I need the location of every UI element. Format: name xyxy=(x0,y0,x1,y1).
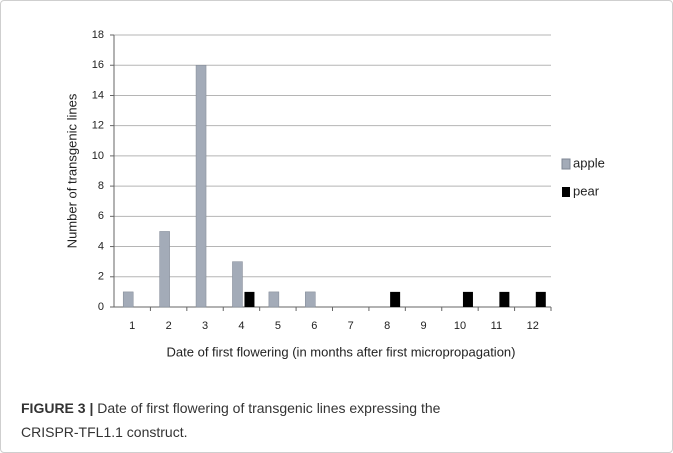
legend-swatch xyxy=(562,187,570,197)
legend-label: apple xyxy=(573,155,605,170)
bar xyxy=(305,291,316,308)
x-tick-label: 12 xyxy=(527,320,539,332)
x-tick-label: 11 xyxy=(491,320,502,332)
x-axis-label: Date of first flowering (in months after… xyxy=(167,344,516,359)
legend-swatch xyxy=(561,158,571,170)
bar xyxy=(122,291,134,308)
x-tick-label: 9 xyxy=(420,320,426,332)
y-tick-label: 10 xyxy=(92,150,104,162)
x-tick-label: 7 xyxy=(348,320,354,332)
y-tick-label: 18 xyxy=(92,29,104,41)
y-tick-label: 14 xyxy=(92,89,104,101)
y-tick-label: 6 xyxy=(98,210,104,222)
caption-text: Date of first flowering of transgenic li… xyxy=(97,400,441,416)
bar xyxy=(268,291,280,308)
x-tick-label: 5 xyxy=(275,320,281,332)
x-tick-label: 6 xyxy=(311,320,317,332)
x-tick-label: 2 xyxy=(166,320,172,332)
bar xyxy=(244,291,255,307)
y-axis-label: Number of transgenic lines xyxy=(64,93,79,248)
bar xyxy=(232,261,243,308)
y-tick-label: 12 xyxy=(92,120,104,132)
y-tick-label: 2 xyxy=(98,271,104,283)
bar xyxy=(390,291,401,307)
y-tick-label: 0 xyxy=(98,301,104,313)
x-tick-label: 10 xyxy=(454,320,466,332)
caption-text: CRISPR-TFL1.1 construct. xyxy=(21,424,188,440)
caption-label: FIGURE 3 | xyxy=(21,400,94,416)
bar xyxy=(535,291,546,307)
x-tick-label: 1 xyxy=(129,320,135,332)
y-tick-label: 4 xyxy=(98,240,104,252)
y-tick-label: 8 xyxy=(98,180,104,192)
chart: Date of first flowering (in months after… xyxy=(64,29,605,360)
x-tick-label: 4 xyxy=(238,320,244,332)
caption: FIGURE 3 | Date of first flowering of tr… xyxy=(21,396,440,444)
bar xyxy=(195,64,207,308)
y-tick-label: 16 xyxy=(92,59,104,71)
x-tick-label: 8 xyxy=(384,320,390,332)
x-tick-label: 3 xyxy=(202,320,208,332)
bar xyxy=(499,291,510,307)
legend-label: pear xyxy=(573,183,600,198)
bar xyxy=(159,231,170,308)
bar xyxy=(462,291,473,307)
